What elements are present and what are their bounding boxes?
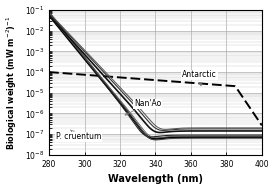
Text: P. cruentum: P. cruentum	[56, 130, 102, 141]
Y-axis label: Biological weight (mW m$^{-2}$)$^{-1}$: Biological weight (mW m$^{-2}$)$^{-1}$	[5, 15, 19, 149]
Text: Nan'Ao: Nan'Ao	[125, 99, 161, 115]
X-axis label: Wavelength (nm): Wavelength (nm)	[108, 174, 203, 184]
Text: Antarctic: Antarctic	[182, 70, 217, 86]
